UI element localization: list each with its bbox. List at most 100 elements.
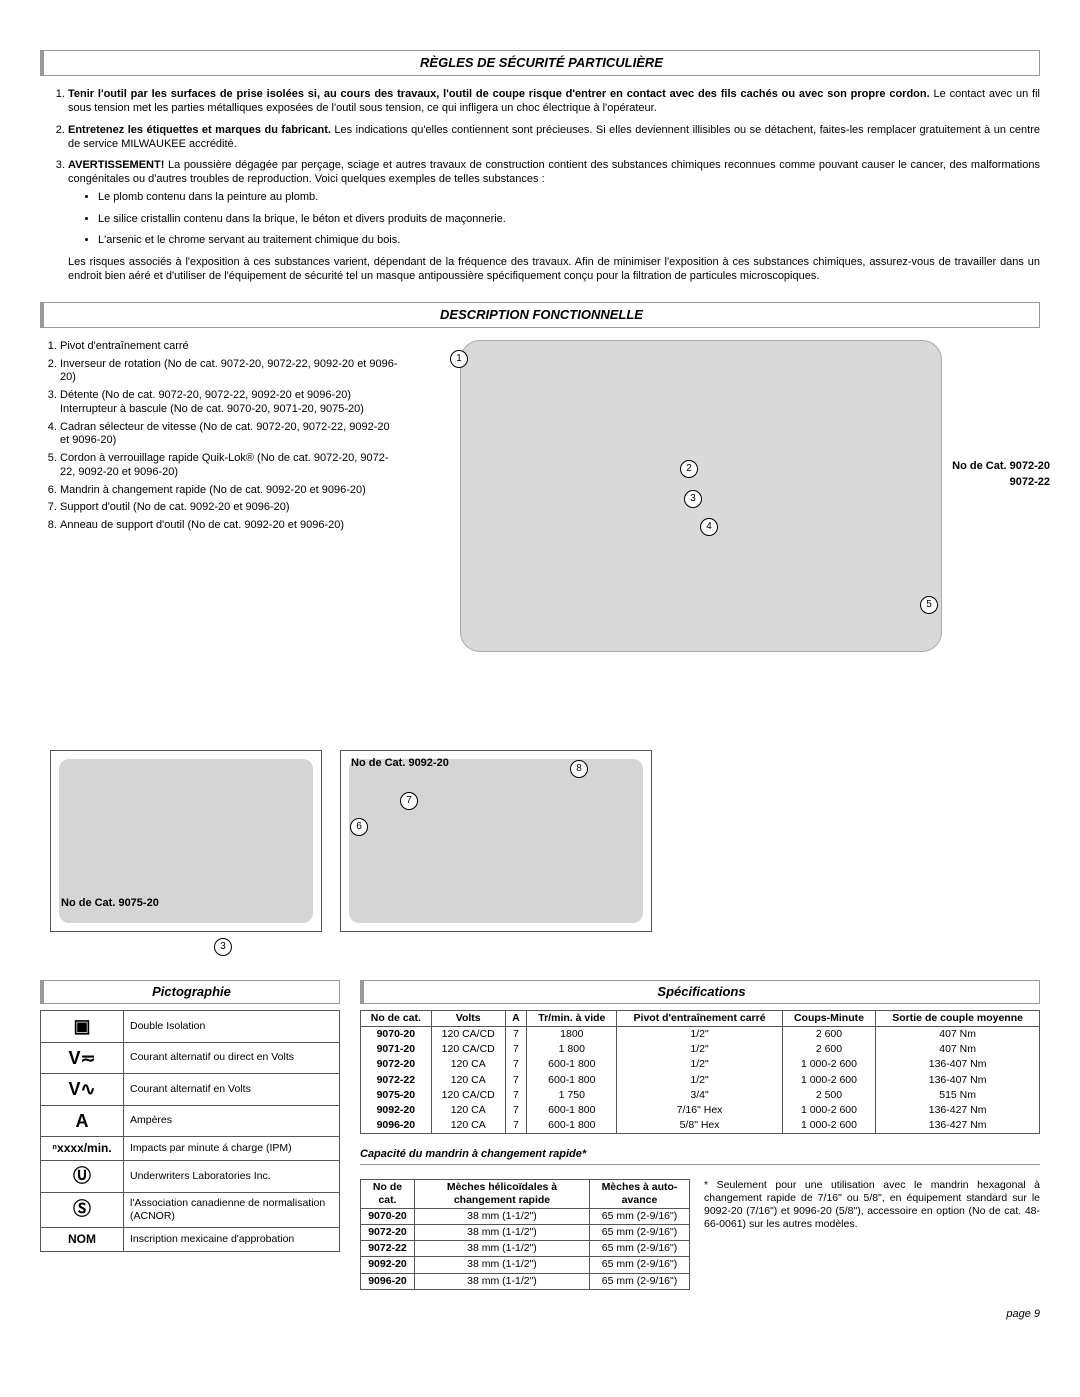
chuck-header: No de cat.	[361, 1179, 415, 1208]
spec-cell: 9096-20	[361, 1118, 432, 1134]
spec-header: Volts	[431, 1011, 505, 1027]
spec-cell: 9070-20	[361, 1027, 432, 1043]
spec-cell: 1800	[527, 1027, 617, 1043]
spec-cell: 600-1 800	[527, 1057, 617, 1072]
safety-bullet: L'arsenic et le chrome servant au traite…	[98, 234, 1040, 248]
spec-cell: 1/2"	[617, 1073, 782, 1088]
spec-title: Spécifications	[360, 980, 1040, 1004]
spec-cell: 2 600	[782, 1027, 876, 1043]
safety-item: Tenir l'outil par les surfaces de prise …	[68, 88, 1040, 116]
lower-diagrams: No de Cat. 9075-20 3 No de Cat. 9092-20 …	[40, 750, 1040, 950]
chuck-cell: 65 mm (2-9/16")	[589, 1257, 689, 1273]
func-item: Détente (No de cat. 9072-20, 9072-22, 90…	[60, 389, 400, 417]
callout-2: 2	[680, 460, 698, 478]
cat-label-9075: No de Cat. 9075-20	[61, 897, 159, 911]
chuck-cell: 65 mm (2-9/16")	[589, 1209, 689, 1225]
chuck-cell: 38 mm (1-1/2")	[414, 1273, 589, 1289]
spec-cell: 2 600	[782, 1042, 876, 1057]
spec-cell: 2 500	[782, 1088, 876, 1103]
spec-cell: 120 CA/CD	[431, 1088, 505, 1103]
spec-cell: 120 CA/CD	[431, 1027, 505, 1043]
cat-label-9092: No de Cat. 9092-20	[351, 757, 449, 771]
func-item: Cordon à verrouillage rapide Quik-Lok® (…	[60, 452, 400, 480]
spec-cell: 1 000-2 600	[782, 1118, 876, 1134]
func-item: Mandrin à changement rapide (No de cat. …	[60, 484, 400, 498]
cat-label-big-b: 9072-22	[1010, 476, 1050, 490]
safety-list: Tenir l'outil par les surfaces de prise …	[40, 88, 1040, 283]
spec-cell: 515 Nm	[876, 1088, 1040, 1103]
safety-bullet: Le plomb contenu dans la peinture au plo…	[98, 191, 1040, 205]
spec-cell: 600-1 800	[527, 1073, 617, 1088]
spec-cell: 5/8" Hex	[617, 1118, 782, 1134]
callout-1: 1	[450, 350, 468, 368]
spec-header: A	[505, 1011, 526, 1027]
chuck-cell: 65 mm (2-9/16")	[589, 1273, 689, 1289]
spec-cell: 120 CA/CD	[431, 1042, 505, 1057]
diagram-area: 1 2 3 4 5 No de Cat. 9072-20 9072-22	[400, 340, 1040, 760]
spec-header: Coups-Minute	[782, 1011, 876, 1027]
spec-cell: 7	[505, 1103, 526, 1118]
picto-desc: l'Association canadienne de normalisatio…	[124, 1192, 340, 1227]
chuck-cell: 9072-20	[361, 1225, 415, 1241]
page: RÈGLES DE SÉCURITÉ PARTICULIÈRE Tenir l'…	[0, 0, 1080, 1341]
picto-symbol: NOM	[41, 1227, 124, 1251]
spec-header: Pivot d'entraînement carré	[617, 1011, 782, 1027]
spec-cell: 7	[505, 1027, 526, 1043]
safety-item: AVERTISSEMENT! La poussière dégagée par …	[68, 159, 1040, 283]
safety-item: Entretenez les étiquettes et marques du …	[68, 124, 1040, 152]
safety-bullet: Le silice cristallin contenu dans la bri…	[98, 213, 1040, 227]
func-item: Pivot d'entraînement carré	[60, 340, 400, 354]
picto-symbol: Ⓢ	[41, 1192, 124, 1227]
spec-cell: 1 750	[527, 1088, 617, 1103]
spec-cell: 136-407 Nm	[876, 1073, 1040, 1088]
spec-cell: 9072-20	[361, 1057, 432, 1072]
spec-header: Sortie de couple moyenne	[876, 1011, 1040, 1027]
page-number: page 9	[40, 1308, 1040, 1322]
footnote: * Seulement pour une utilisation avec le…	[704, 1179, 1040, 1290]
chuck-cell: 9096-20	[361, 1273, 415, 1289]
spec-cell: 1/2"	[617, 1057, 782, 1072]
chuck-cell: 38 mm (1-1/2")	[414, 1257, 589, 1273]
chuck-header: Mèches hélicoïdales à changement rapide	[414, 1179, 589, 1208]
spec-cell: 136-427 Nm	[876, 1103, 1040, 1118]
callout-3b: 3	[214, 938, 232, 956]
chuck-cell: 38 mm (1-1/2")	[414, 1225, 589, 1241]
func-title: DESCRIPTION FONCTIONNELLE	[40, 302, 1040, 328]
picto-desc: Courant alternatif ou direct en Volts	[124, 1042, 340, 1074]
picto-symbol: ⁿxxxx/min.	[41, 1137, 124, 1161]
picto-desc: Underwriters Laboratories Inc.	[124, 1161, 340, 1193]
spec-cell: 136-407 Nm	[876, 1057, 1040, 1072]
picto-symbol: ▣	[41, 1011, 124, 1043]
picto-symbol: Ⓤ	[41, 1161, 124, 1193]
spec-cell: 9071-20	[361, 1042, 432, 1057]
chuck-table: No de cat. Mèches hélicoïdales à changem…	[360, 1179, 690, 1290]
spec-cell: 9072-22	[361, 1073, 432, 1088]
cat-label-big-a: No de Cat. 9072-20	[952, 460, 1050, 474]
callout-6: 6	[350, 818, 368, 836]
spec-cell: 120 CA	[431, 1073, 505, 1088]
spec-cell: 9092-20	[361, 1103, 432, 1118]
chuck-cell: 9072-22	[361, 1241, 415, 1257]
picto-desc: Courant alternatif en Volts	[124, 1074, 340, 1106]
callout-5: 5	[920, 596, 938, 614]
spec-cell: 7	[505, 1118, 526, 1134]
picto-title: Pictographie	[40, 980, 340, 1004]
spec-cell: 600-1 800	[527, 1103, 617, 1118]
spec-cell: 3/4"	[617, 1088, 782, 1103]
spec-cell: 7	[505, 1073, 526, 1088]
chuck-cell: 9092-20	[361, 1257, 415, 1273]
picto-table: ▣Double Isolation V≂Courant alternatif o…	[40, 1010, 340, 1252]
callout-3: 3	[684, 490, 702, 508]
spec-header: Tr/min. à vide	[527, 1011, 617, 1027]
func-item: Inverseur de rotation (No de cat. 9072-2…	[60, 358, 400, 386]
spec-cell: 7/16" Hex	[617, 1103, 782, 1118]
tool-illustration-9075: No de Cat. 9075-20	[50, 750, 322, 932]
spec-cell: 600-1 800	[527, 1118, 617, 1134]
picto-desc: Inscription mexicaine d'approbation	[124, 1227, 340, 1251]
safety-tail: Les risques associés à l'exposition à ce…	[68, 256, 1040, 284]
chuck-cell: 65 mm (2-9/16")	[589, 1241, 689, 1257]
spec-cell: 120 CA	[431, 1103, 505, 1118]
chuck-cell: 9070-20	[361, 1209, 415, 1225]
callout-4: 4	[700, 518, 718, 536]
chuck-title: Capacité du mandrin à changement rapide*	[360, 1148, 1040, 1165]
